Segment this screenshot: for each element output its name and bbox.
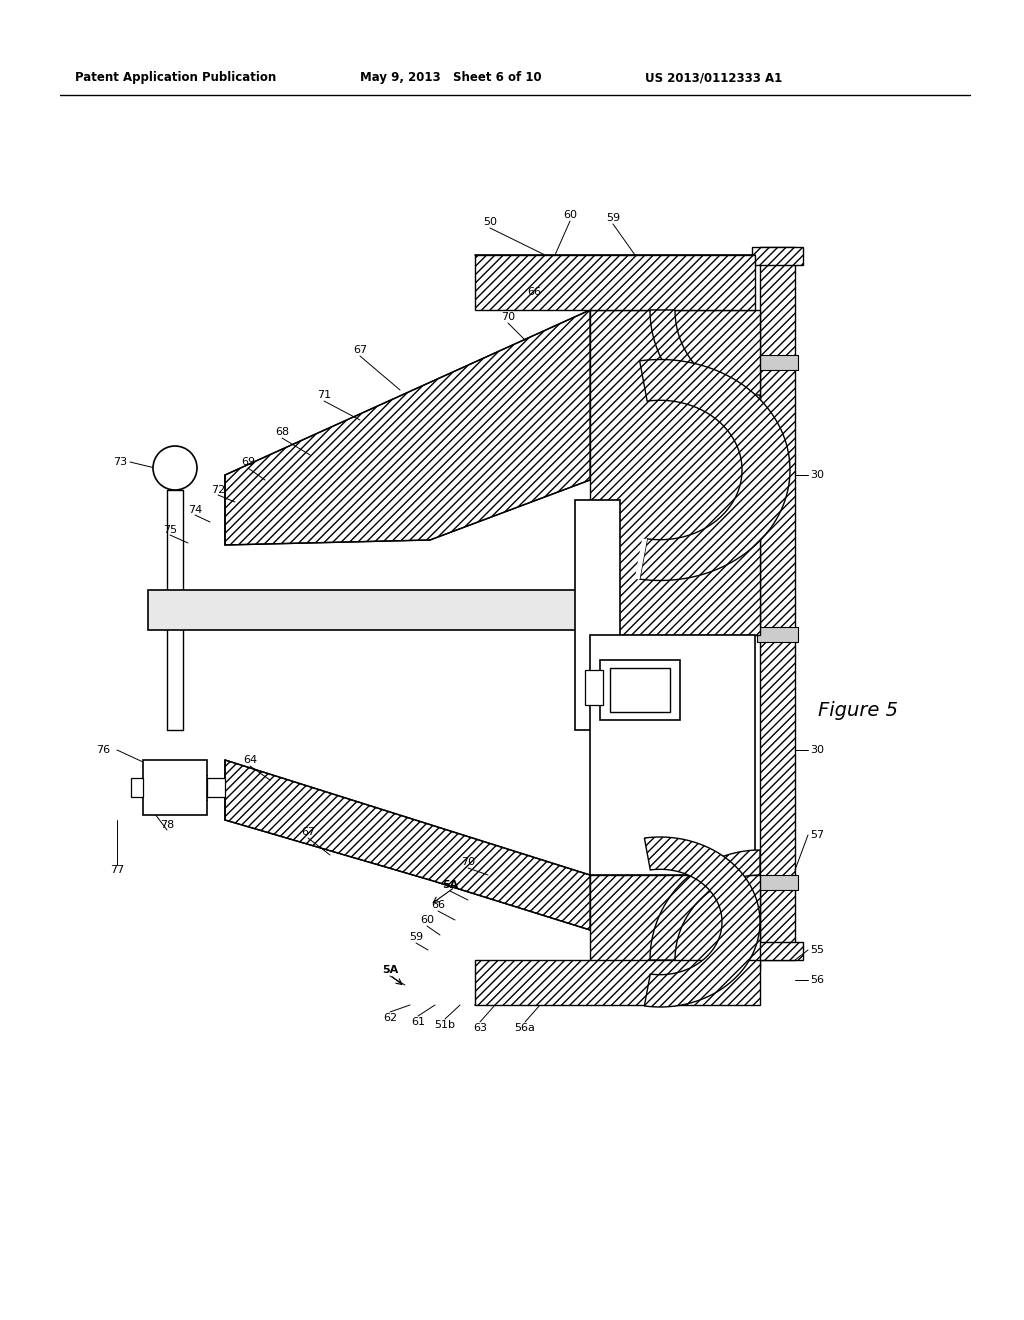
Text: 62: 62 [383,1012,397,1023]
Text: Patent Application Publication: Patent Application Publication [75,71,276,84]
Polygon shape [757,355,798,370]
Polygon shape [585,671,603,705]
Text: 71: 71 [317,389,331,400]
Text: 76: 76 [96,744,110,755]
Text: 78: 78 [160,820,174,830]
Text: 73: 73 [113,457,127,467]
Polygon shape [752,942,803,960]
Text: Figure 5: Figure 5 [818,701,898,719]
Polygon shape [590,310,760,635]
Text: 66: 66 [431,900,445,909]
Polygon shape [143,760,207,814]
Text: May 9, 2013   Sheet 6 of 10: May 9, 2013 Sheet 6 of 10 [360,71,542,84]
Text: 55: 55 [810,945,824,954]
Text: 63: 63 [473,1023,487,1034]
Text: 56: 56 [810,975,824,985]
Polygon shape [207,777,225,797]
Polygon shape [752,247,803,265]
Circle shape [153,446,197,490]
Text: 69: 69 [241,457,255,467]
Polygon shape [635,539,647,579]
Text: 70: 70 [461,857,475,867]
Text: 72: 72 [211,484,225,495]
Text: 67: 67 [353,345,367,355]
Polygon shape [575,500,620,730]
Text: 64: 64 [243,755,257,766]
Text: 59: 59 [606,213,621,223]
Text: 50: 50 [483,216,497,227]
Polygon shape [644,837,760,1007]
Polygon shape [475,960,760,1005]
Text: 5A: 5A [382,965,398,975]
Polygon shape [760,247,795,960]
Polygon shape [757,875,798,890]
Text: 66: 66 [527,286,541,297]
Polygon shape [757,627,798,642]
Polygon shape [148,590,590,630]
Polygon shape [640,359,790,581]
Polygon shape [600,660,680,719]
Text: 67: 67 [301,828,315,837]
Text: 61: 61 [411,1016,425,1027]
Text: 60: 60 [420,915,434,925]
Text: 30: 30 [810,470,824,480]
Text: 5A: 5A [442,880,458,890]
Text: 56a: 56a [515,1023,536,1034]
Text: 51b: 51b [434,1020,456,1030]
Text: 68: 68 [274,426,289,437]
Text: 57: 57 [810,830,824,840]
Polygon shape [131,777,143,797]
Text: 70: 70 [501,312,515,322]
Polygon shape [650,310,760,420]
Text: US 2013/0112333 A1: US 2013/0112333 A1 [645,71,782,84]
Text: 75: 75 [163,525,177,535]
Polygon shape [225,760,590,931]
Polygon shape [610,668,670,711]
Polygon shape [650,850,760,960]
Text: 74: 74 [187,506,202,515]
Polygon shape [590,875,760,970]
Polygon shape [475,255,755,310]
Text: 77: 77 [110,865,124,875]
Polygon shape [225,310,590,545]
Text: 30: 30 [810,744,824,755]
Text: 60: 60 [563,210,577,220]
Text: 59: 59 [409,932,423,942]
Polygon shape [590,635,755,875]
